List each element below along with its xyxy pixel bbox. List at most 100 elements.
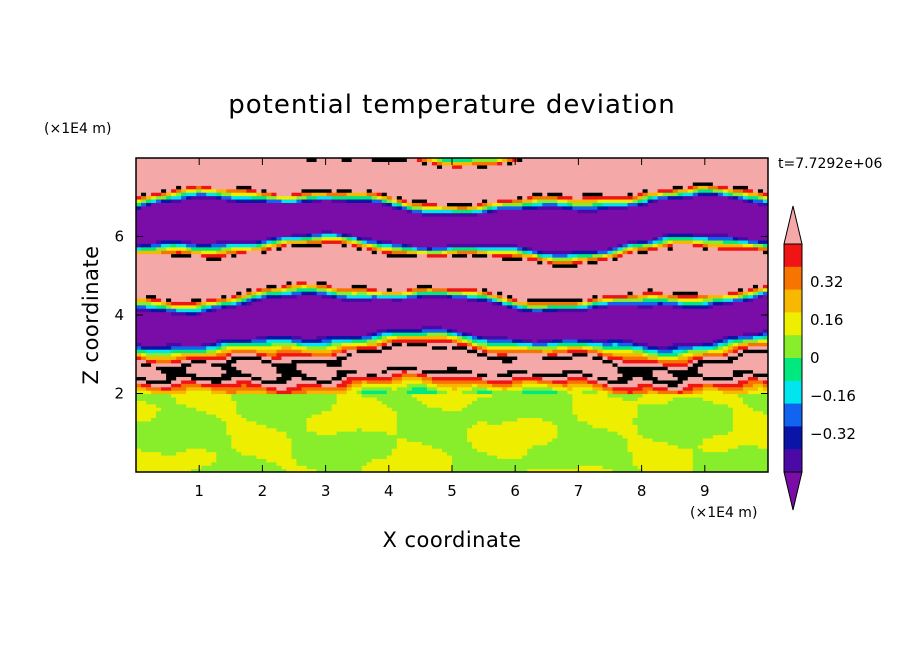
field-cell	[602, 253, 609, 258]
field-cell	[632, 461, 694, 466]
field-cell	[381, 369, 388, 374]
field-cell	[376, 345, 383, 350]
field-cell	[291, 284, 303, 289]
field-cell	[291, 451, 393, 456]
field-cell	[612, 342, 619, 347]
field-cell	[487, 451, 528, 456]
field-cell	[747, 294, 754, 299]
field-cell	[316, 379, 333, 384]
field-cell	[396, 441, 423, 446]
field-cell	[366, 239, 378, 244]
field-cell	[266, 284, 278, 289]
field-cell	[396, 195, 403, 200]
field-cell	[602, 386, 614, 391]
field-cell	[652, 239, 659, 244]
field-cell	[467, 431, 558, 436]
field-cell	[206, 410, 237, 415]
field-cell	[216, 458, 268, 463]
field-cell	[467, 349, 478, 354]
field-cell	[577, 256, 589, 261]
field-cell	[201, 185, 212, 190]
field-cell	[411, 291, 418, 296]
field-cell	[136, 304, 147, 309]
field-cell	[246, 301, 252, 306]
field-cell	[587, 376, 599, 381]
field-cell	[391, 342, 403, 347]
field-cell	[266, 335, 293, 340]
field-cell	[191, 250, 202, 255]
field-cell	[271, 342, 298, 347]
field-cell	[727, 291, 739, 296]
field-cell	[557, 195, 573, 200]
field-cell	[527, 304, 548, 309]
field-cell	[737, 345, 749, 350]
field-cell	[662, 291, 674, 296]
field-cell	[702, 383, 714, 388]
field-cell	[171, 311, 187, 316]
field-cell	[597, 294, 604, 299]
field-cell	[632, 376, 644, 381]
field-cell	[597, 250, 609, 255]
field-cell	[246, 287, 252, 292]
field-cell	[281, 198, 298, 203]
field-cell	[542, 308, 558, 313]
field-cell	[667, 294, 679, 299]
field-cell	[472, 383, 478, 388]
field-cell	[186, 390, 212, 395]
field-cell	[271, 287, 283, 292]
field-cell	[351, 338, 368, 343]
field-cell	[747, 198, 754, 203]
field-cell	[261, 297, 343, 302]
field-cell	[747, 342, 768, 347]
field-cell	[331, 403, 388, 408]
field-cell	[732, 410, 764, 415]
field-cell	[331, 198, 348, 203]
field-cell	[321, 239, 343, 244]
field-cell	[371, 195, 378, 200]
field-cell	[692, 181, 714, 186]
field-cell	[577, 338, 594, 343]
field-cell	[421, 325, 443, 330]
field-cell	[401, 205, 408, 210]
field-cell	[672, 342, 704, 347]
field-cell	[306, 239, 323, 244]
field-cell	[632, 338, 714, 343]
field-cell	[446, 246, 453, 251]
field-cell	[682, 301, 704, 306]
field-cell	[612, 253, 619, 258]
field-cell	[472, 253, 488, 258]
field-cell	[652, 243, 659, 248]
field-cell	[507, 369, 528, 374]
field-cell	[301, 349, 333, 354]
field-cell	[552, 253, 568, 258]
field-cell	[136, 321, 768, 326]
field-cell	[527, 448, 629, 453]
field-cell	[396, 431, 468, 436]
field-cell	[171, 192, 177, 197]
field-cell	[216, 308, 518, 313]
field-cell	[146, 304, 157, 309]
field-cell	[487, 250, 518, 255]
field-cell	[507, 304, 513, 309]
field-cell	[592, 294, 599, 299]
field-cell	[196, 243, 212, 248]
field-cell	[136, 345, 142, 350]
field-cell	[351, 379, 363, 384]
field-cell	[136, 318, 768, 323]
field-cell	[201, 253, 227, 258]
field-cell	[557, 427, 609, 432]
colorbar-tick-label: 0.32	[810, 273, 843, 291]
field-cell	[472, 332, 744, 337]
field-cell	[266, 239, 273, 244]
field-cell	[757, 188, 764, 193]
field-cell	[211, 386, 268, 391]
field-cell	[542, 349, 553, 354]
field-cell	[502, 158, 508, 163]
field-cell	[512, 373, 533, 378]
plot-area	[136, 158, 768, 472]
field-cell	[647, 202, 759, 207]
field-cell	[762, 335, 768, 340]
field-cell	[467, 434, 558, 439]
field-cell	[492, 205, 498, 210]
